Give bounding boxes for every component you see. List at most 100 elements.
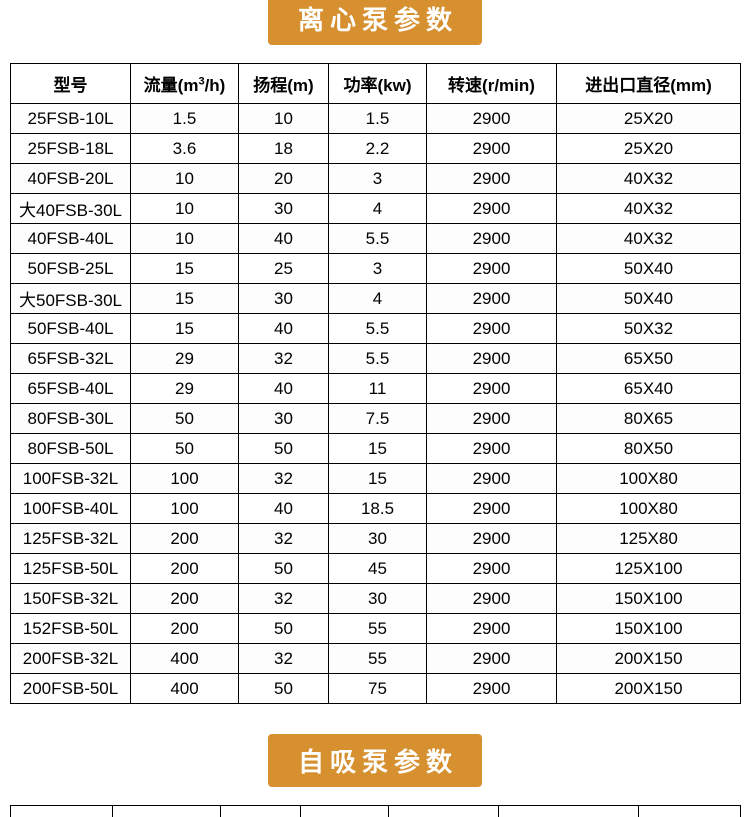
table-row: 200FSB-32L40032552900200X150 (11, 644, 741, 674)
table-row: 152FSB-50L20050552900150X100 (11, 614, 741, 644)
table-cell: 2900 (427, 374, 557, 404)
table-cell: 10 (239, 104, 329, 134)
table-cell: 40X32 (557, 224, 741, 254)
table-cell: 200 (131, 524, 239, 554)
table-cell: 11 (329, 374, 427, 404)
table-cell: 125X80 (557, 524, 741, 554)
table-cell: 65FSB-40L (11, 374, 131, 404)
th-power: 功率(kw) (329, 64, 427, 104)
table-cell: 100X80 (557, 494, 741, 524)
table-row: 65FSB-32L29325.5290065X50 (11, 344, 741, 374)
table-selfpriming: 型号 流量(m3/h) 扬程(m) 功率(kw) 转速(r/min) 进出口直径… (10, 805, 741, 817)
table-cell: 5.5 (329, 344, 427, 374)
table-cell: 55 (329, 614, 427, 644)
table-cell: 50X40 (557, 284, 741, 314)
table-cell: 15 (131, 314, 239, 344)
table-cell: 30 (239, 284, 329, 314)
table-cell: 100 (131, 494, 239, 524)
table-cell: 20 (239, 164, 329, 194)
table-cell: 200FSB-50L (11, 674, 131, 704)
table-cell: 100FSB-40L (11, 494, 131, 524)
table-cell: 150X100 (557, 584, 741, 614)
table-cell: 2900 (427, 404, 557, 434)
table-cell: 3 (329, 254, 427, 284)
table-cell: 40 (239, 314, 329, 344)
table-cell: 29 (131, 344, 239, 374)
table-row: 25FSB-10L1.5101.5290025X20 (11, 104, 741, 134)
table-row: 50FSB-40L15405.5290050X32 (11, 314, 741, 344)
table-row: 125FSB-50L20050452900125X100 (11, 554, 741, 584)
table-cell: 2900 (427, 554, 557, 584)
table-cell: 2900 (427, 134, 557, 164)
table-cell: 5.5 (329, 224, 427, 254)
table-cell: 80FSB-50L (11, 434, 131, 464)
table-cell: 2900 (427, 284, 557, 314)
table-header-row: 型号 流量(m3/h) 扬程(m) 功率(kw) 转速(r/min) 进出口直径… (11, 806, 741, 817)
table-cell: 25FSB-18L (11, 134, 131, 164)
table-cell: 32 (239, 644, 329, 674)
table-cell: 200X150 (557, 674, 741, 704)
table-cell: 30 (329, 584, 427, 614)
table-cell: 2900 (427, 644, 557, 674)
table-cell: 50X32 (557, 314, 741, 344)
banner-selfpriming: 自吸泵参数 (268, 734, 482, 787)
table-cell: 1.5 (131, 104, 239, 134)
table-cell: 2900 (427, 254, 557, 284)
table-row: 大50FSB-30L15304290050X40 (11, 284, 741, 314)
table-cell: 10 (131, 224, 239, 254)
table-cell: 2900 (427, 194, 557, 224)
table-row: 50FSB-25L15253290050X40 (11, 254, 741, 284)
table-cell: 50FSB-40L (11, 314, 131, 344)
table-cell: 25 (239, 254, 329, 284)
table-cell: 2900 (427, 314, 557, 344)
th-rpm: 转速(r/min) (427, 64, 557, 104)
th-diameter: 进出口直径(mm) (557, 64, 741, 104)
banner-centrifugal: 离心泵参数 (268, 0, 482, 45)
table-cell: 200 (131, 614, 239, 644)
table-cell: 400 (131, 644, 239, 674)
table-cell: 7.5 (329, 404, 427, 434)
th-model: 型号 (11, 64, 131, 104)
table-cell: 25X20 (557, 134, 741, 164)
table-cell: 50FSB-25L (11, 254, 131, 284)
table-cell: 75 (329, 674, 427, 704)
table-cell: 2900 (427, 464, 557, 494)
th-rpm: 转速(r/min) (389, 806, 499, 817)
table-cell: 29 (131, 374, 239, 404)
table-row: 80FSB-30L50307.5290080X65 (11, 404, 741, 434)
table-cell: 30 (329, 524, 427, 554)
th-diameter: 进出口直径(mm) (499, 806, 639, 817)
table-cell: 65FSB-32L (11, 344, 131, 374)
table-row: 150FSB-32L20032302900150X100 (11, 584, 741, 614)
table-cell: 152FSB-50L (11, 614, 131, 644)
th-head: 扬程(m) (239, 64, 329, 104)
table-row: 40FSB-40L10405.5290040X32 (11, 224, 741, 254)
table-cell: 200X150 (557, 644, 741, 674)
table-cell: 4 (329, 194, 427, 224)
table-cell: 125X100 (557, 554, 741, 584)
table-cell: 65X50 (557, 344, 741, 374)
table-cell: 2900 (427, 104, 557, 134)
table-cell: 55 (329, 644, 427, 674)
table-cell: 40 (239, 374, 329, 404)
table-cell: 2900 (427, 434, 557, 464)
table-cell: 125FSB-32L (11, 524, 131, 554)
table-cell: 32 (239, 464, 329, 494)
table-cell: 50 (239, 614, 329, 644)
table-cell: 18.5 (329, 494, 427, 524)
table-row: 125FSB-32L20032302900125X80 (11, 524, 741, 554)
th-model: 型号 (11, 806, 113, 817)
table-cell: 25FSB-10L (11, 104, 131, 134)
table-cell: 2900 (427, 674, 557, 704)
table-header-row: 型号 流量(m3/h) 扬程(m) 功率(kw) 转速(r/min) 进出口直径… (11, 64, 741, 104)
table-cell: 15 (131, 254, 239, 284)
table-cell: 80X50 (557, 434, 741, 464)
table-row: 100FSB-32L10032152900100X80 (11, 464, 741, 494)
table-cell: 65X40 (557, 374, 741, 404)
table-centrifugal: 型号 流量(m3/h) 扬程(m) 功率(kw) 转速(r/min) 进出口直径… (10, 63, 741, 704)
table-cell: 25X20 (557, 104, 741, 134)
table-cell: 2900 (427, 584, 557, 614)
table-cell: 3.6 (131, 134, 239, 164)
table-cell: 2900 (427, 494, 557, 524)
th-flow: 流量(m3/h) (131, 64, 239, 104)
